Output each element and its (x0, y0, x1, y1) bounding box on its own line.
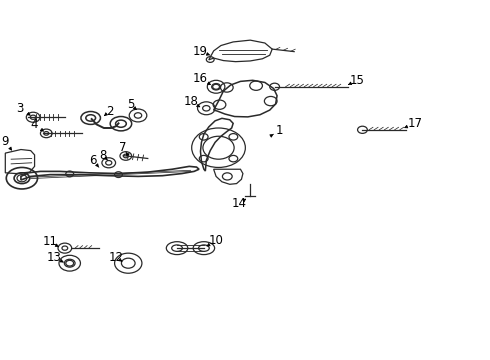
Text: 2: 2 (106, 105, 114, 118)
Text: 15: 15 (350, 74, 365, 87)
Text: 12: 12 (109, 251, 123, 264)
Text: 18: 18 (183, 95, 198, 108)
Text: 13: 13 (47, 251, 62, 264)
Text: 17: 17 (408, 117, 423, 130)
Text: 3: 3 (16, 102, 24, 115)
Text: 11: 11 (43, 235, 58, 248)
Text: 1: 1 (276, 124, 283, 137)
Text: 14: 14 (232, 197, 247, 210)
Text: 5: 5 (127, 98, 134, 111)
Text: 4: 4 (31, 118, 38, 131)
Text: 6: 6 (89, 154, 97, 167)
Text: 9: 9 (1, 135, 9, 148)
Text: 10: 10 (209, 234, 223, 247)
Text: 8: 8 (99, 149, 107, 162)
Text: 7: 7 (119, 140, 126, 153)
Text: 19: 19 (193, 45, 208, 58)
Text: 16: 16 (193, 72, 208, 85)
